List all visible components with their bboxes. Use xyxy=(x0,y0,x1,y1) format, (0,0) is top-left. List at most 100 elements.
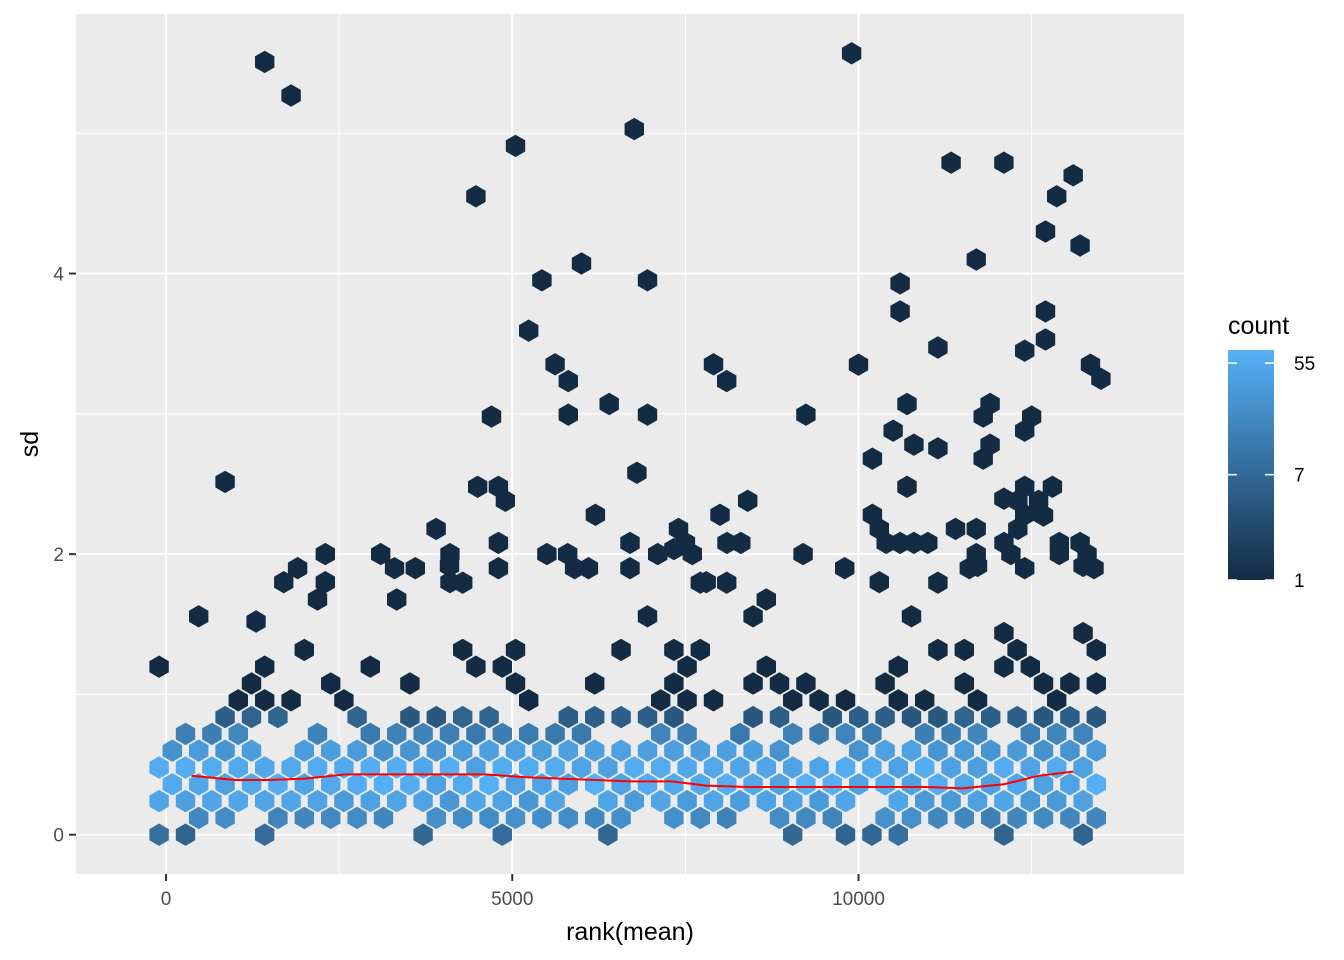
hex-cell xyxy=(1007,773,1027,796)
hex-cell xyxy=(611,773,631,796)
hex-cell-outlier xyxy=(1049,542,1069,566)
hex-cell xyxy=(360,722,380,746)
hex-cell xyxy=(928,739,948,762)
hex-cell xyxy=(598,823,618,846)
hex-cell xyxy=(717,806,737,830)
hex-cell xyxy=(321,806,341,830)
hex-cell xyxy=(756,756,776,779)
hex-cell xyxy=(769,739,790,762)
hex-cell xyxy=(703,756,724,779)
hex-cell xyxy=(743,773,763,796)
hex-cell xyxy=(796,672,816,695)
hex-cell xyxy=(849,739,869,762)
hex-cell xyxy=(255,50,275,74)
hex-cell xyxy=(717,773,737,796)
hex-cell xyxy=(875,773,895,796)
hex-cell xyxy=(281,84,301,107)
hex-cell xyxy=(334,756,354,779)
hex-cell xyxy=(505,134,526,158)
hex-cell xyxy=(637,705,658,729)
hex-cell-outlier xyxy=(731,531,751,555)
hex-cell xyxy=(888,789,908,813)
hex-cell-outlier xyxy=(620,557,640,580)
hex-cell-outlier xyxy=(1015,557,1035,580)
hex-cell xyxy=(1007,705,1027,729)
hex-cell-outlier xyxy=(627,461,647,484)
hex-cell-outlier xyxy=(468,475,488,498)
hex-cell xyxy=(149,823,169,846)
hex-cell xyxy=(321,773,341,796)
hex-cell xyxy=(677,689,697,712)
hex-cell xyxy=(360,789,380,813)
hex-cell xyxy=(400,672,420,695)
hex-cell xyxy=(1033,773,1054,796)
trend-line xyxy=(191,770,1074,790)
hex-cell-outlier xyxy=(1042,475,1063,498)
hex-cell xyxy=(466,185,486,208)
hex-cell xyxy=(875,806,895,830)
hex-cell xyxy=(492,756,512,779)
hex-cell xyxy=(954,672,974,695)
hex-cell xyxy=(611,638,631,662)
hex-cell xyxy=(294,806,314,830)
hex-cell xyxy=(651,756,671,779)
hex-cell xyxy=(611,739,631,762)
hex-cell xyxy=(756,655,776,678)
hex-cell xyxy=(677,722,697,746)
hex-cell xyxy=(149,789,169,813)
hex-cell xyxy=(690,638,710,662)
hex-cell xyxy=(954,806,974,830)
hex-cell-outlier xyxy=(883,419,903,442)
hex-cell xyxy=(175,756,196,779)
hex-cell xyxy=(717,571,737,594)
hex-cell xyxy=(967,689,988,712)
hex-cell-outlier xyxy=(1028,489,1049,512)
hex-cell xyxy=(954,773,974,796)
hex-cell xyxy=(928,773,948,796)
hex-cell-outlier xyxy=(1063,164,1083,187)
hex-cell xyxy=(255,823,275,846)
hex-cell-outlier xyxy=(1015,339,1035,362)
x-axis-title: rank(mean) xyxy=(566,918,694,946)
hex-cell-outlier xyxy=(1015,419,1035,442)
x-tick-label: 5000 xyxy=(491,889,533,910)
hex-cell xyxy=(677,756,697,779)
hex-cell-outlier xyxy=(897,392,917,416)
hex-cell xyxy=(637,403,658,426)
hex-cell xyxy=(994,655,1014,678)
hex-cell-outlier xyxy=(973,405,993,428)
hex-cell xyxy=(492,823,512,846)
hex-cell xyxy=(875,739,895,762)
hex-cell xyxy=(585,806,605,830)
hex-cell-outlier xyxy=(246,610,266,633)
hex-cell-outlier xyxy=(869,571,889,594)
x-tick-label: 10000 xyxy=(832,889,885,910)
hex-cell xyxy=(400,705,420,729)
hex-cell xyxy=(334,689,354,712)
hex-cell xyxy=(571,722,592,746)
hex-cell xyxy=(783,789,803,813)
hex-cell xyxy=(571,252,592,275)
hex-cell xyxy=(756,789,776,813)
hex-cell xyxy=(228,756,248,779)
legend-label: 1 xyxy=(1294,571,1305,592)
hex-cell xyxy=(149,655,169,678)
hex-cell xyxy=(1047,689,1067,712)
hex-cell xyxy=(967,756,988,779)
hex-cell xyxy=(162,773,182,796)
hex-cell xyxy=(941,151,961,174)
hex-cell xyxy=(849,773,869,796)
hex-cell-outlier xyxy=(682,542,702,566)
hex-cell xyxy=(677,789,697,813)
hex-cell xyxy=(387,789,407,813)
hex-cell xyxy=(347,705,367,729)
hex-cell-outlier xyxy=(315,542,335,566)
hex-cell-outlier xyxy=(426,517,446,541)
hex-cell xyxy=(532,739,552,762)
hex-cell xyxy=(915,756,935,779)
hex-cell xyxy=(822,773,842,796)
hex-cell xyxy=(1033,705,1054,729)
hex-cell-outlier xyxy=(1070,234,1090,257)
hex-cell xyxy=(915,789,935,813)
